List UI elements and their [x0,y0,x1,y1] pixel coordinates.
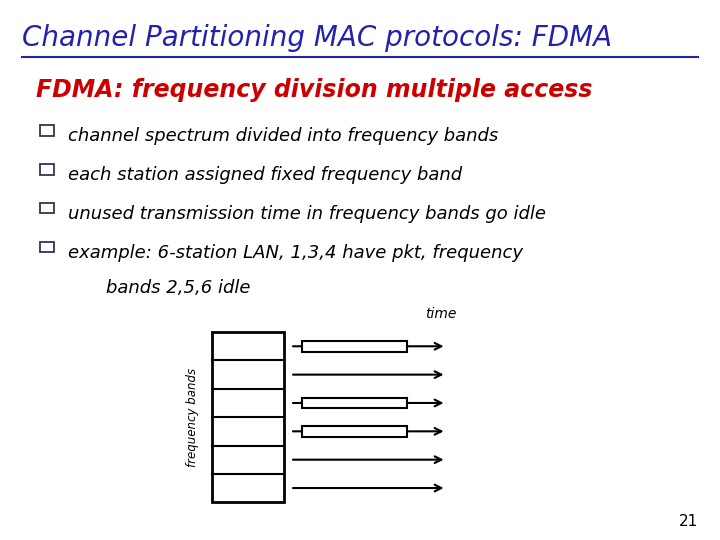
Text: each station assigned fixed frequency band: each station assigned fixed frequency ba… [68,166,462,184]
Bar [302,397,407,408]
Text: channel spectrum divided into frequency bands: channel spectrum divided into frequency … [68,127,499,145]
Bar [302,341,407,352]
Bar [40,241,54,252]
Text: time: time [425,307,456,321]
Bar [40,202,54,213]
Text: Channel Partitioning MAC protocols: FDMA: Channel Partitioning MAC protocols: FDMA [22,24,612,52]
Bar [40,164,54,174]
Bar [212,332,284,502]
Text: 21: 21 [679,514,698,529]
Text: FDMA: frequency division multiple access: FDMA: frequency division multiple access [36,78,593,102]
Bar [40,125,54,136]
Bar [302,426,407,437]
Text: unused transmission time in frequency bands go idle: unused transmission time in frequency ba… [68,205,546,222]
Text: frequency bands: frequency bands [186,368,199,467]
Text: example: 6-station LAN, 1,3,4 have pkt, frequency: example: 6-station LAN, 1,3,4 have pkt, … [68,244,523,261]
Text: bands 2,5,6 idle: bands 2,5,6 idle [83,279,251,296]
